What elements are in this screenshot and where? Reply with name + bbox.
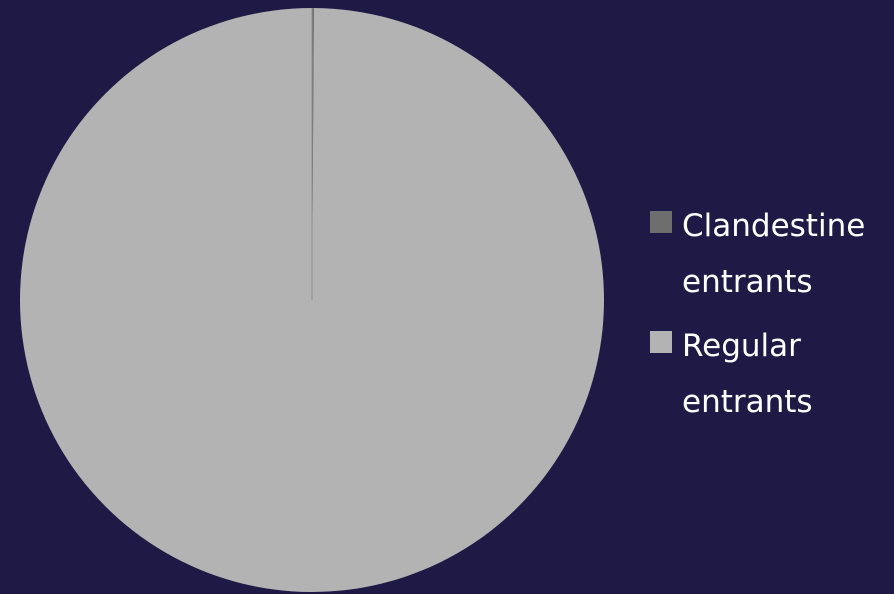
- legend-swatch-clandestine-entrants: [650, 211, 672, 233]
- chart-legend: Clandestine entrants Regular entrants: [650, 198, 886, 438]
- legend-item-clandestine-entrants: Clandestine entrants: [650, 198, 886, 310]
- legend-label-regular-entrants: Regular entrants: [682, 328, 813, 420]
- legend-label-clandestine-entrants: Clandestine entrants: [682, 208, 866, 300]
- legend-swatch-regular-entrants: [650, 331, 672, 353]
- legend-item-regular-entrants: Regular entrants: [650, 318, 886, 430]
